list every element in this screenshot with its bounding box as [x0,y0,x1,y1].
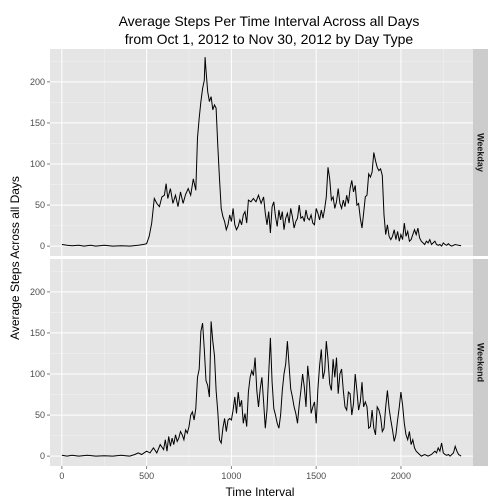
x-tick-label: 1500 [306,471,326,481]
weekend-y-tick-label: 0 [40,451,45,461]
weekend-strip-label: Weekend [476,343,486,382]
x-tick-label: 500 [139,471,154,481]
weekday-y-tick-label: 200 [30,77,45,87]
weekday-series-line [61,57,462,247]
weekend-y-tick-label: 50 [35,410,45,420]
weekday-strip-label: Weekday [476,133,486,172]
chart-title-line-1: Average Steps Per Time Interval Across a… [119,13,420,29]
weekday-panel-background [50,49,473,256]
x-tick-label: 2000 [391,471,411,481]
weekday-y-tick-label: 100 [30,159,45,169]
weekend-y-tick-label: 200 [30,287,45,297]
weekday-strip [473,49,488,256]
weekend-strip [473,259,488,466]
weekend-series-line [61,321,462,457]
weekday-y-tick-label: 0 [40,241,45,251]
weekday-y-tick-label: 50 [35,200,45,210]
x-tick-label: 1000 [221,471,241,481]
weekend-panel: 0 50 100 150 200 Weekend [30,259,488,466]
weekend-y-tick-label: 150 [30,328,45,338]
chart-title-line-2: from Oct 1, 2012 to Nov 30, 2012 by Day … [125,31,414,47]
weekday-panel: 0 50 100 150 200 Weekday [30,49,488,256]
y-axis-title: Average Steps Across all Days [8,176,22,340]
weekend-panel-background [50,259,473,466]
x-tick-label: 0 [59,471,64,481]
weekend-y-tick-label: 100 [30,369,45,379]
weekday-y-tick-label: 150 [30,118,45,128]
x-axis-title: Time Interval [226,485,295,499]
